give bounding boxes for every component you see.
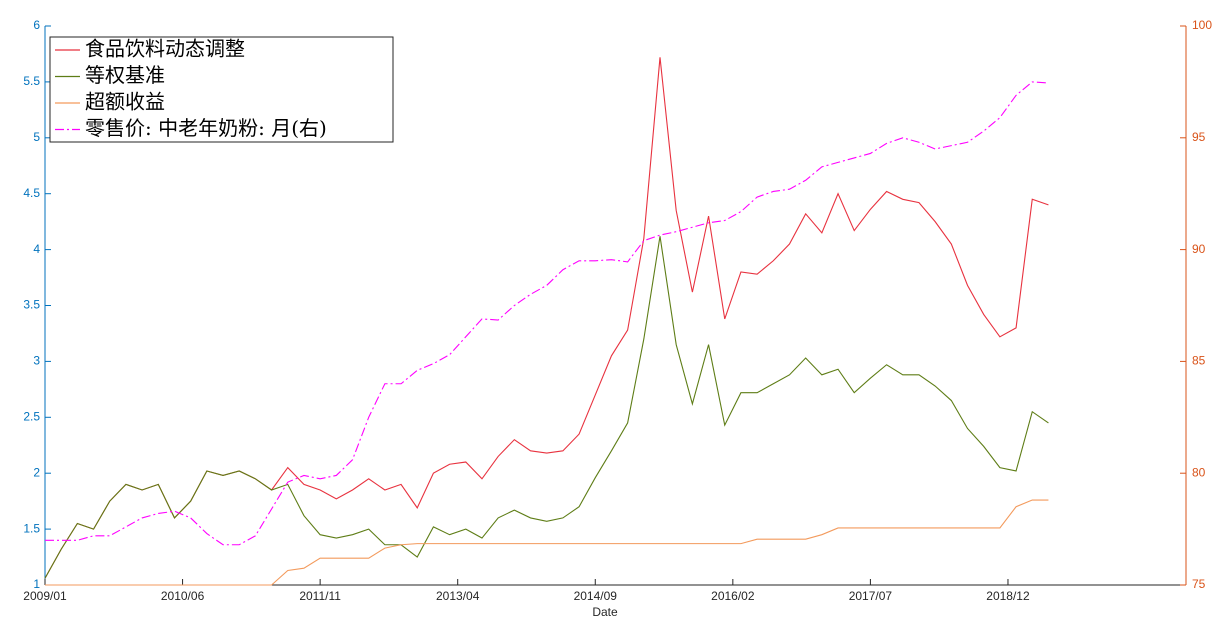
y2-tick-label: 75 xyxy=(1192,577,1206,591)
x-axis-label: Date xyxy=(592,605,618,619)
y2-tick-label: 85 xyxy=(1192,354,1206,368)
x-tick-label: 2010/06 xyxy=(161,589,205,603)
legend-label: 超额收益 xyxy=(85,90,165,114)
x-tick-label: 2018/12 xyxy=(986,589,1030,603)
series-line xyxy=(44,236,1049,579)
x-tick-label: 2014/09 xyxy=(574,589,618,603)
y-tick-label: 4.5 xyxy=(23,186,40,200)
series-line xyxy=(45,81,1049,546)
y2-tick-label: 100 xyxy=(1192,18,1212,32)
y-tick-label: 6 xyxy=(33,18,40,32)
y2-tick-label: 90 xyxy=(1192,242,1206,256)
y-tick-label: 3.5 xyxy=(23,298,40,312)
y-tick-label: 4 xyxy=(33,242,40,256)
x-tick-label: 2013/04 xyxy=(436,589,480,603)
y-tick-label: 1.5 xyxy=(23,521,40,535)
y-tick-label: 5.5 xyxy=(23,74,40,88)
y-tick-label: 2.5 xyxy=(23,409,40,423)
legend-box xyxy=(49,36,394,143)
y-tick-label: 3 xyxy=(33,354,40,368)
series-line xyxy=(45,499,1049,586)
y2-tick-label: 95 xyxy=(1192,130,1206,144)
y2-tick-label: 80 xyxy=(1192,465,1206,479)
legend-label: 等权基准 xyxy=(85,63,165,87)
x-tick-label: 2016/02 xyxy=(711,589,755,603)
x-tick-label: 2011/11 xyxy=(299,589,341,603)
y-tick-label: 5 xyxy=(33,130,40,144)
y-tick-label: 1 xyxy=(33,577,40,591)
legend-label: 零售价: 中老年奶粉: 月(右) xyxy=(85,116,327,140)
y-tick-label: 2 xyxy=(33,465,40,479)
x-tick-label: 2009/01 xyxy=(23,589,67,603)
x-tick-label: 2017/07 xyxy=(849,589,893,603)
legend-label: 食品饮料动态调整 xyxy=(85,37,245,61)
